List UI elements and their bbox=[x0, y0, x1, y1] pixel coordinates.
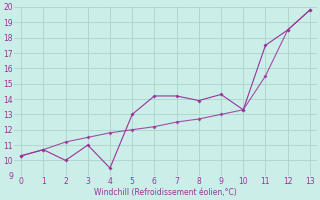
X-axis label: Windchill (Refroidissement éolien,°C): Windchill (Refroidissement éolien,°C) bbox=[94, 188, 237, 197]
